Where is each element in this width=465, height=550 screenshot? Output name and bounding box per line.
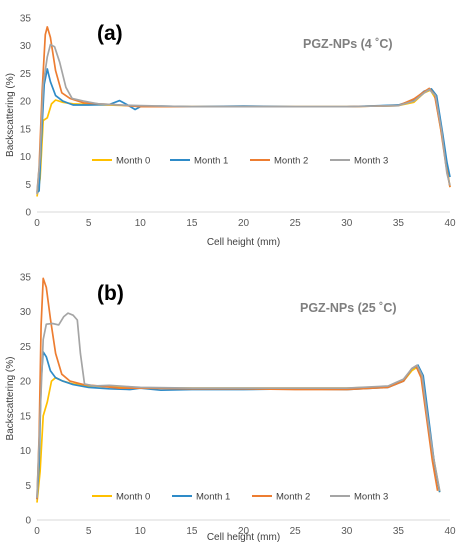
- x-tick-label: 30: [341, 526, 353, 537]
- legend-label: Month 3: [354, 492, 388, 503]
- x-tick-label: 40: [444, 526, 456, 537]
- x-axis-title: Cell height (mm): [207, 237, 280, 248]
- y-tick-label: 10: [20, 446, 32, 457]
- series-line-month-3: [36, 43, 451, 195]
- y-tick-label: 10: [20, 152, 32, 163]
- x-axis-title: Cell height (mm): [207, 532, 280, 543]
- x-tick-label: 40: [444, 218, 456, 229]
- y-axis-title: Backscattering (%): [5, 357, 16, 441]
- x-tick-label: 20: [238, 526, 250, 537]
- y-tick-label: 0: [25, 208, 31, 219]
- x-tick-label: 0: [34, 218, 40, 229]
- legend-label: Month 1: [194, 156, 228, 167]
- legend-label: Month 1: [196, 492, 230, 503]
- x-tick-label: 15: [186, 218, 198, 229]
- x-tick-label: 25: [290, 218, 302, 229]
- legend-label: Month 0: [116, 156, 150, 167]
- x-tick-label: 35: [393, 526, 405, 537]
- legend-label: Month 0: [116, 492, 150, 503]
- y-axis-title: Backscattering (%): [5, 73, 16, 157]
- x-tick-label: 10: [135, 526, 147, 537]
- legend-label: Month 2: [276, 492, 310, 503]
- y-tick-label: 15: [20, 411, 32, 422]
- y-tick-label: 20: [20, 377, 32, 388]
- panel-annotation: PGZ-NPs (25 ˚C): [300, 301, 397, 315]
- panel-annotation: PGZ-NPs (4 ˚C): [303, 37, 393, 51]
- series-line-month-1: [36, 68, 451, 194]
- series-line-month-1: [36, 351, 441, 500]
- x-tick-label: 5: [86, 526, 92, 537]
- legend-label: Month 2: [274, 156, 308, 167]
- y-tick-label: 5: [25, 481, 31, 492]
- y-tick-label: 25: [20, 342, 32, 353]
- y-tick-label: 30: [20, 41, 32, 52]
- panel-label: (a): [97, 22, 123, 45]
- y-tick-label: 35: [20, 14, 32, 25]
- y-tick-label: 0: [25, 516, 31, 527]
- legend-label: Month 3: [354, 156, 388, 167]
- x-tick-label: 0: [34, 526, 40, 537]
- x-tick-label: 15: [186, 526, 198, 537]
- chart-panel-1: 0 5 10 15 20 25 30 35 0 5 10 15 20 25 30 35 40 Cell heigh…: [5, 14, 456, 249]
- x-tick-label: 30: [341, 218, 353, 229]
- x-tick-label: 20: [238, 218, 250, 229]
- series-line-month-3: [36, 312, 441, 498]
- panel-label: (b): [97, 282, 124, 305]
- y-tick-label: 20: [20, 97, 32, 108]
- series-line-month-2: [36, 26, 451, 193]
- x-tick-label: 25: [290, 526, 302, 537]
- y-tick-label: 35: [20, 273, 32, 284]
- x-tick-label: 5: [86, 218, 92, 229]
- y-tick-label: 30: [20, 307, 32, 318]
- chart-panel-2: 0 5 10 15 20 25 30 35 0 5 10 15 20 25 30 35 40 Cell heigh…: [5, 273, 456, 544]
- y-tick-label: 5: [25, 180, 31, 191]
- y-tick-label: 15: [20, 124, 32, 135]
- y-tick-label: 25: [20, 69, 32, 80]
- x-tick-label: 10: [135, 218, 147, 229]
- x-tick-label: 35: [393, 218, 405, 229]
